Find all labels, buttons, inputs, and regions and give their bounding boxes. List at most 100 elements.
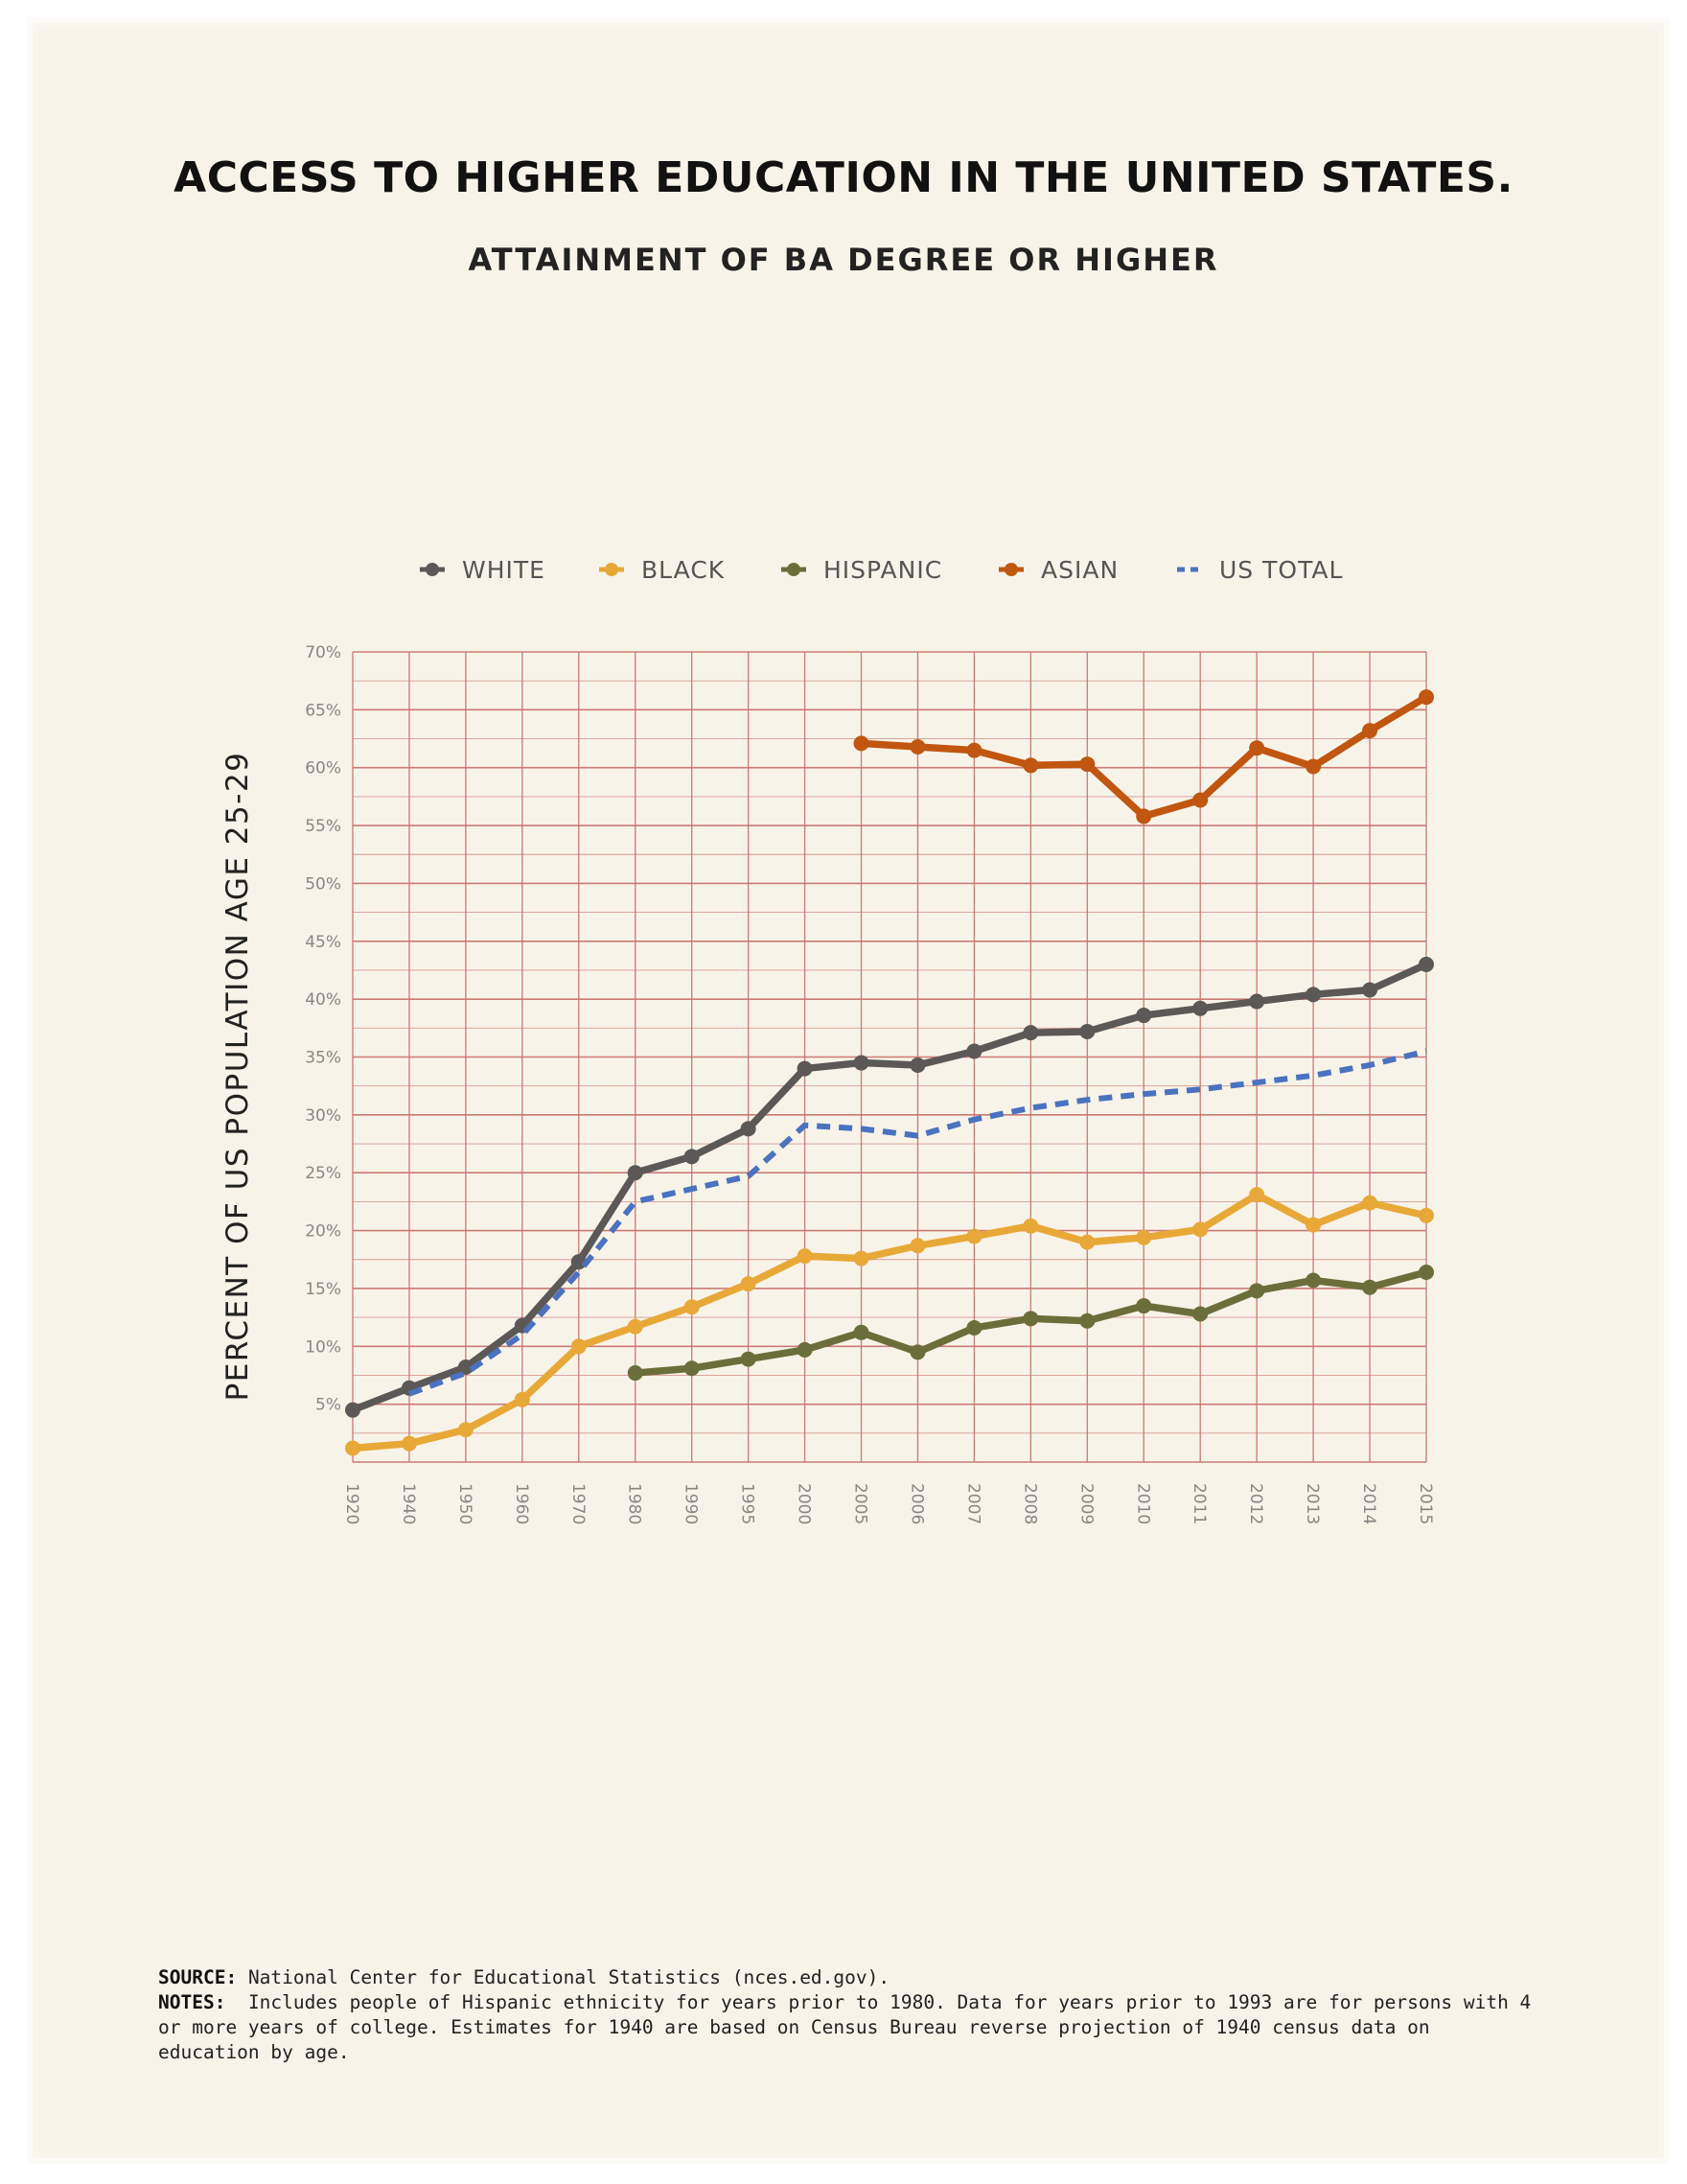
data-point-hispanic	[1362, 1279, 1378, 1295]
data-point-white	[457, 1359, 474, 1376]
data-point-white	[797, 1060, 813, 1077]
chart-title: ACCESS TO HIGHER EDUCATION IN THE UNITED…	[173, 153, 1514, 202]
legend-label-hispanic: HISPANIC	[823, 556, 942, 584]
y-tick-label: 65%	[305, 701, 341, 720]
data-point-hispanic	[1419, 1265, 1434, 1281]
x-tick-label: 2000	[795, 1483, 814, 1524]
x-tick-label: 2005	[851, 1483, 870, 1524]
data-point-black	[966, 1228, 982, 1244]
data-point-white	[853, 1055, 869, 1071]
data-point-black	[1023, 1218, 1039, 1234]
data-point-white	[1023, 1025, 1039, 1041]
data-point-hispanic	[966, 1319, 982, 1336]
y-tick-label: 40%	[305, 990, 341, 1010]
data-point-black	[570, 1338, 587, 1355]
data-point-black	[1192, 1221, 1209, 1238]
y-tick-label: 60%	[305, 759, 341, 778]
legend-swatch-marker-asian	[1005, 563, 1018, 576]
data-point-white	[570, 1254, 587, 1270]
data-point-white	[345, 1402, 360, 1418]
x-tick-label: 2010	[1133, 1483, 1152, 1524]
data-point-white	[740, 1121, 756, 1137]
data-point-asian	[910, 738, 926, 755]
legend-swatch-marker-hispanic	[787, 563, 800, 576]
data-point-hispanic	[1023, 1311, 1039, 1327]
data-point-asian	[1023, 757, 1039, 774]
x-tick-label: 1995	[738, 1483, 757, 1524]
data-point-asian	[1192, 792, 1209, 808]
data-point-white	[1249, 993, 1265, 1010]
data-point-asian	[1079, 756, 1096, 773]
data-point-black	[1419, 1207, 1434, 1223]
data-point-hispanic	[740, 1351, 756, 1367]
source-label: SOURCE:	[158, 1966, 238, 1988]
data-point-white	[1362, 982, 1378, 998]
data-point-black	[401, 1435, 417, 1452]
x-tick-label: 2006	[907, 1483, 926, 1524]
data-point-hispanic	[1306, 1272, 1322, 1289]
data-point-hispanic	[683, 1360, 700, 1377]
data-point-hispanic	[1192, 1306, 1209, 1322]
y-tick-label: 15%	[305, 1280, 341, 1299]
x-tick-label: 1990	[682, 1483, 701, 1524]
y-tick-label: 20%	[305, 1222, 341, 1242]
data-point-black	[1136, 1229, 1152, 1245]
source-text: National Center for Educational Statisti…	[247, 1966, 890, 1988]
data-point-hispanic	[853, 1324, 869, 1340]
data-point-white	[1306, 987, 1322, 1003]
data-point-black	[1306, 1217, 1322, 1233]
y-tick-label: 45%	[305, 933, 341, 952]
y-tick-label: 35%	[305, 1049, 341, 1068]
data-point-white	[910, 1057, 926, 1073]
notes-text: Includes people of Hispanic ethnicity fo…	[158, 1991, 1532, 2063]
data-point-white	[683, 1149, 700, 1165]
data-point-white	[1079, 1023, 1096, 1039]
x-tick-label: 2013	[1303, 1483, 1322, 1524]
data-point-black	[1249, 1187, 1265, 1203]
data-point-asian	[966, 742, 982, 758]
legend-label-white: WHITE	[462, 556, 545, 584]
y-tick-label: 55%	[305, 817, 341, 836]
data-point-black	[345, 1440, 360, 1456]
data-point-asian	[1306, 758, 1322, 775]
paper-background	[38, 29, 1658, 2152]
data-point-white	[627, 1165, 643, 1181]
data-point-black	[910, 1238, 926, 1254]
legend-label-black: BLACK	[641, 556, 725, 584]
data-point-black	[1362, 1195, 1378, 1211]
y-axis-label: PERCENT OF US POPULATION AGE 25-29	[220, 752, 255, 1402]
x-tick-label: 2014	[1359, 1483, 1378, 1524]
legend-label-asian: ASIAN	[1041, 556, 1119, 584]
data-point-black	[627, 1318, 643, 1335]
data-point-black	[740, 1276, 756, 1292]
y-tick-label: 5%	[315, 1396, 341, 1415]
x-tick-label: 2009	[1076, 1483, 1096, 1524]
series-line-us-total	[407, 1048, 1427, 1397]
legend-swatch-marker-white	[426, 563, 439, 576]
y-tick-label: 25%	[305, 1164, 341, 1183]
y-tick-label: 10%	[305, 1337, 341, 1357]
data-point-black	[853, 1250, 869, 1266]
source-line: SOURCE: National Center for Educational …	[158, 1965, 1538, 1990]
notes-line: NOTES: Includes people of Hispanic ethni…	[158, 1990, 1538, 2065]
chart-subtitle: ATTAINMENT OF BA DEGREE OR HIGHER	[468, 242, 1219, 278]
legend-label-us-total: US TOTAL	[1219, 556, 1343, 584]
x-tick-label: 2007	[963, 1483, 982, 1524]
y-tick-label: 50%	[305, 874, 341, 894]
data-point-hispanic	[797, 1341, 813, 1358]
data-point-asian	[1419, 689, 1434, 706]
data-point-black	[514, 1391, 530, 1407]
x-tick-label: 1920	[342, 1483, 361, 1524]
notes-label: NOTES:	[158, 1991, 226, 2013]
y-tick-label: 30%	[305, 1106, 341, 1126]
footer-notes: SOURCE: National Center for Educational …	[158, 1965, 1538, 2065]
data-point-white	[1419, 956, 1434, 972]
data-point-hispanic	[627, 1365, 643, 1382]
data-point-asian	[1362, 723, 1378, 739]
series-line-black	[349, 1191, 1430, 1452]
x-tick-label: 1970	[568, 1483, 588, 1524]
series-line-white	[349, 961, 1430, 1414]
data-point-hispanic	[1136, 1298, 1152, 1314]
data-point-asian	[1136, 808, 1152, 825]
